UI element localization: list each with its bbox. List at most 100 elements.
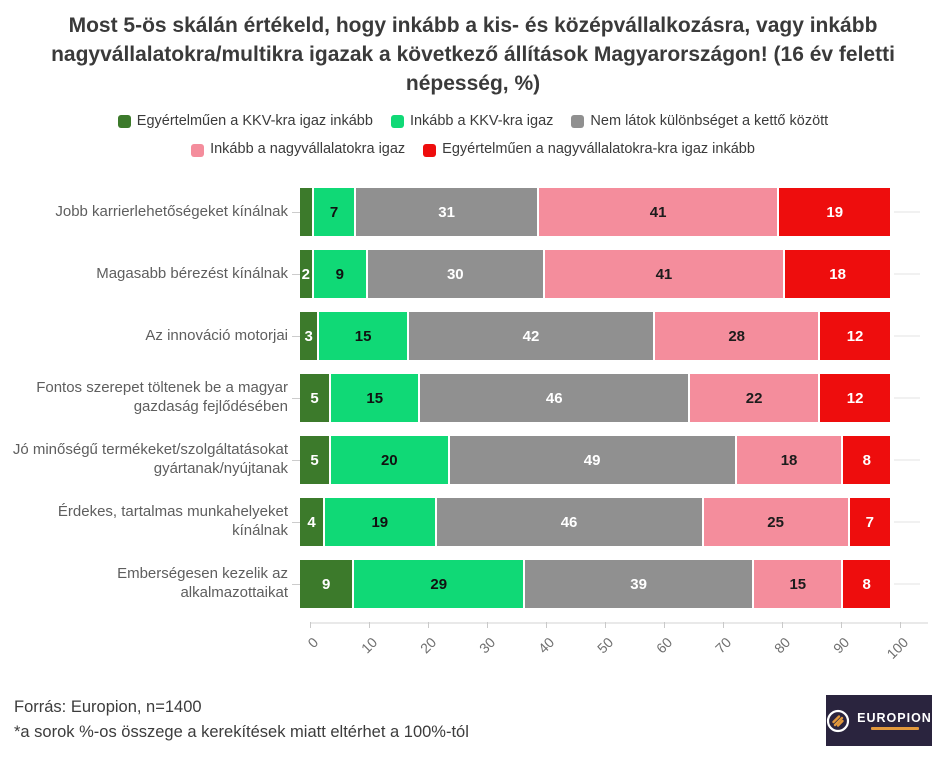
- chart-row: Jó minőségű termékeket/szolgáltatásokat …: [10, 436, 946, 485]
- x-axis: 0 10 20 30 40 50 60 70 80 90 100: [304, 622, 928, 686]
- category-tick: [292, 335, 300, 337]
- bar-segment: 12: [818, 374, 890, 423]
- bar-segment: 25: [701, 498, 848, 547]
- bar-segment: 39: [523, 560, 753, 609]
- category-label: Fontos szerepet töltenek be a magyar gaz…: [36, 379, 288, 416]
- legend-item: Nem látok különbséget a kettő között: [571, 109, 828, 134]
- rows: Jobb karrierlehetőségeket kínálnak 7 31 41 1…: [10, 188, 946, 609]
- bar-segment: 20: [329, 436, 448, 485]
- bar-track: 5 20 49 18 8: [300, 436, 920, 485]
- legend-label: Nem látok különbséget a kettő között: [590, 112, 829, 129]
- category-tick: [292, 583, 300, 585]
- x-tick-mark: [428, 622, 429, 629]
- bar-segment: 22: [688, 374, 819, 423]
- bar-segment: 3: [300, 312, 318, 361]
- bar-segment: 4: [300, 498, 324, 547]
- bar-segment: 9: [311, 250, 367, 299]
- category-label: Érdekes, tartalmas munkahelyeket kínálna…: [57, 503, 288, 540]
- category-tick: [292, 521, 300, 523]
- chart-row: Emberségesen kezelik az alkalmazottaikat…: [10, 560, 946, 609]
- x-tick-label: 10: [357, 634, 381, 657]
- rounding-note: *a sorok %-os összege a kerekítések miat…: [14, 723, 469, 742]
- logo-brand-text: EUROPION: [857, 711, 932, 725]
- x-tick-label: 90: [829, 634, 853, 657]
- bar-segment: 46: [434, 498, 702, 547]
- bar-track: 2 9 30 41 18: [300, 250, 920, 299]
- legend-swatch: [117, 115, 131, 129]
- chart-row: Fontos szerepet töltenek be a magyar gaz…: [10, 374, 946, 423]
- europion-logo-icon: [827, 709, 850, 732]
- legend-label: Egyértelműen a KKV-kra igaz inkább: [136, 112, 373, 129]
- legend-label: Inkább a KKV-kra igaz: [409, 112, 554, 129]
- bar-segment: 19: [777, 188, 890, 237]
- bar-segment: 41: [536, 188, 778, 237]
- x-tick-label: 0: [304, 634, 322, 651]
- legend-swatch: [423, 143, 437, 157]
- bar-track: 4 19 46 25 7: [300, 498, 920, 547]
- bar-segment: 18: [734, 436, 842, 485]
- bar-segment: 7: [311, 188, 355, 237]
- x-axis-line: [310, 622, 928, 625]
- chart-title: Most 5-ös skálán értékeld, hogy inkább a…: [51, 14, 895, 95]
- x-tick-label: 30: [475, 634, 499, 657]
- legend-item: Inkább a nagyvállalatokra igaz: [191, 137, 405, 162]
- bar-segment: 15: [329, 374, 419, 423]
- legend-item: Egyértelműen a KKV-kra igaz inkább: [117, 109, 373, 134]
- bar-segment: 8: [841, 436, 891, 485]
- x-tick-mark: [841, 622, 842, 629]
- bar-track: 5 15 46 22 12: [300, 374, 920, 423]
- category-tick: [292, 459, 300, 461]
- bar-segment: 31: [354, 188, 537, 237]
- bar-segment: 9: [300, 560, 353, 609]
- x-tick-label: 20: [416, 634, 440, 657]
- category-tick: [292, 397, 300, 399]
- bar-segment: 46: [418, 374, 689, 423]
- europion-logo: EUROPION: [826, 695, 932, 746]
- bar-segment: 2: [300, 250, 312, 299]
- category-label: Az innováció motorjai: [145, 326, 288, 344]
- x-tick-mark: [782, 622, 783, 629]
- x-tick-label: 80: [770, 634, 794, 657]
- bar-segment: 42: [406, 312, 654, 361]
- bar-segment: 18: [783, 250, 890, 299]
- legend-swatch: [191, 143, 205, 157]
- x-tick-label: 100: [883, 634, 912, 662]
- legend: Egyértelműen a KKV-kra igaz inkább Inkább…: [73, 109, 873, 166]
- category-tick: [292, 273, 300, 275]
- x-tick-label: 40: [534, 634, 558, 657]
- bar-segment: 12: [818, 312, 890, 361]
- x-tick-label: 60: [652, 634, 676, 657]
- logo-tagline: [870, 727, 919, 730]
- bar-segment: [300, 188, 312, 237]
- bar-segment: 19: [323, 498, 435, 547]
- legend-label: Egyértelműen a nagyvállalatokra-kra igaz…: [442, 141, 755, 158]
- bar-segment: 15: [317, 312, 407, 361]
- bar-track: 7 31 41 19: [300, 188, 920, 237]
- bar-segment: 15: [752, 560, 842, 609]
- category-label: Jobb karrierlehetőségeket kínálnak: [55, 202, 288, 220]
- legend-swatch: [390, 115, 404, 129]
- x-tick-mark: [605, 622, 606, 629]
- chart-row: Érdekes, tartalmas munkahelyeket kínálna…: [10, 498, 946, 547]
- bar-segment: 49: [447, 436, 735, 485]
- chart-row: Magasabb bérezést kínálnak 2 9 30 41 18: [10, 250, 946, 299]
- bar-segment: 7: [847, 498, 890, 547]
- legend-label: Inkább a nagyvállalatokra igaz: [210, 141, 406, 158]
- x-tick-mark: [664, 622, 665, 629]
- category-tick: [292, 211, 300, 213]
- category-label: Magasabb bérezést kínálnak: [96, 264, 288, 282]
- x-tick-mark: [369, 622, 370, 629]
- legend-item: Egyértelműen a nagyvállalatokra-kra igaz…: [423, 137, 755, 162]
- x-tick-mark: [546, 622, 547, 629]
- source-note: Forrás: Europion, n=1400: [14, 697, 202, 716]
- x-tick-mark: [900, 622, 901, 629]
- x-tick-label: 50: [593, 634, 617, 657]
- bar-segment: 41: [542, 250, 784, 299]
- category-label: Jó minőségű termékeket/szolgáltatásokat …: [12, 441, 288, 478]
- footnotes: Forrás: Europion, n=1400 *a sorok %-os ö…: [14, 695, 469, 746]
- bar-segment: 29: [352, 560, 524, 609]
- x-tick-mark: [310, 622, 311, 629]
- x-tick-mark: [487, 622, 488, 629]
- bar-segment: 5: [300, 436, 330, 485]
- footer: Forrás: Europion, n=1400 *a sorok %-os ö…: [0, 695, 946, 746]
